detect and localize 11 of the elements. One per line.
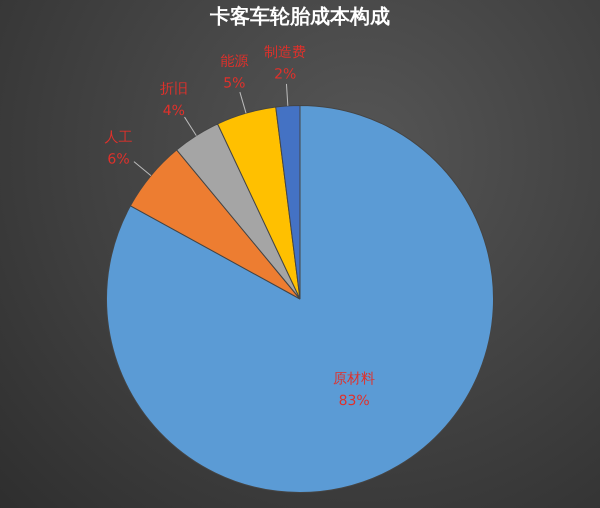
data-label: 5% xyxy=(223,75,246,92)
slice-label: 制造费 xyxy=(264,44,306,61)
slice-label: 人工 xyxy=(104,130,133,146)
data-label: 4% xyxy=(162,102,185,119)
data-label: 6% xyxy=(107,152,130,168)
data-label: 83% xyxy=(338,393,370,410)
slice-label: 折旧 xyxy=(160,80,188,97)
slice-label: 能源 xyxy=(220,53,248,70)
data-label: 2% xyxy=(274,66,296,83)
slice-label: 原材料 xyxy=(333,371,376,388)
chart-title: 卡客车轮胎成本构成 xyxy=(209,4,390,28)
